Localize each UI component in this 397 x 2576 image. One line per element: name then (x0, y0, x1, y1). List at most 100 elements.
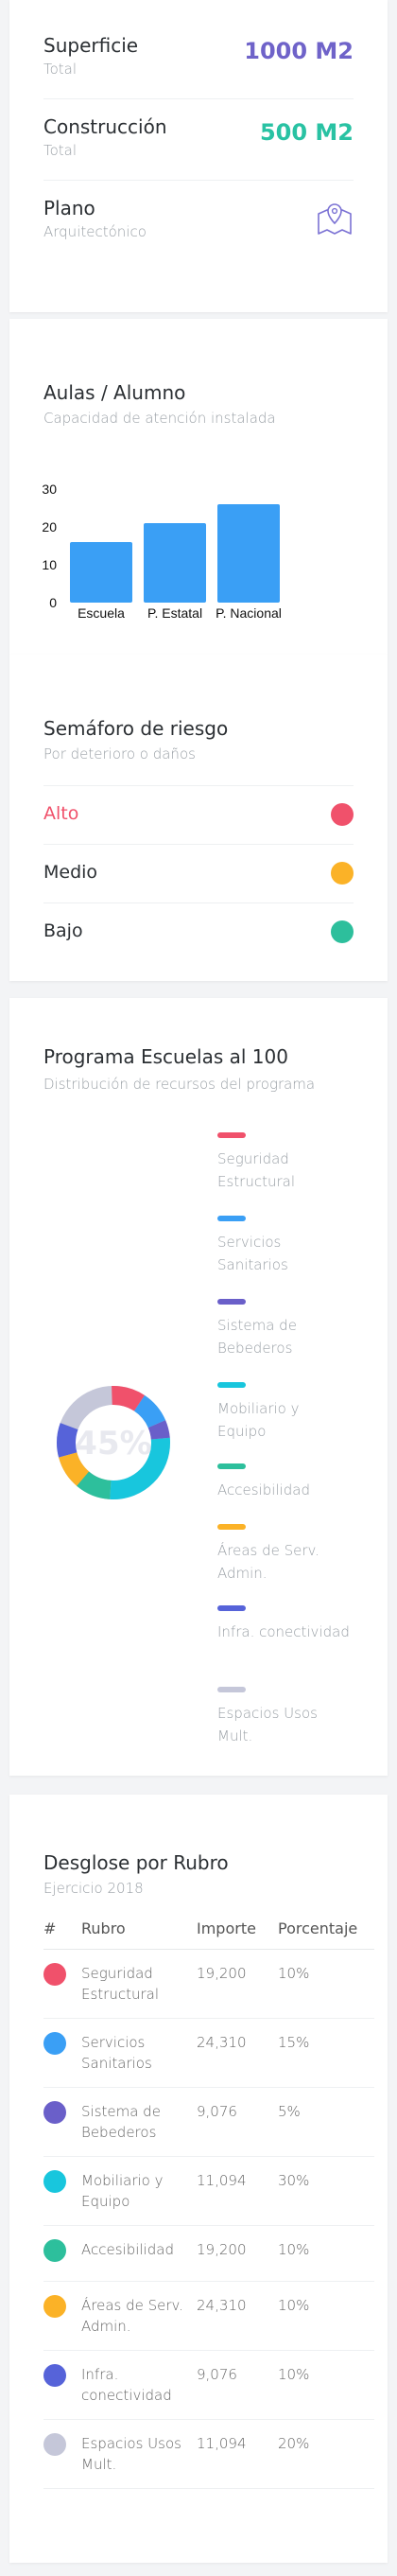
row-pct: 10% (278, 1949, 374, 2019)
row-rubro: Infra. conectividad (81, 2350, 197, 2420)
legend-item: Sistema de Bebederos (217, 1299, 350, 1359)
x-tick-label: Escuela (78, 605, 125, 621)
legend-item: Servicios Sanitarios (217, 1216, 350, 1276)
row-rubro: Sistema de Bebederos (81, 2087, 197, 2157)
construccion-sub: Total (43, 142, 78, 159)
row-importe: 19,200 (197, 1949, 278, 2019)
legend-label: Servicios Sanitarios (217, 1234, 288, 1273)
desglose-subtitle: Ejercicio 2018 (43, 1880, 144, 1897)
legend-label: Infra. conectividad (217, 1623, 350, 1640)
semaforo-subtitle: Por deterioro o daños (43, 745, 196, 762)
desglose-table: # Rubro Importe Porcentaje Seguridad Est… (43, 1908, 374, 2489)
donut-slice-seguridad (57, 1386, 170, 1499)
header-porcentaje: Porcentaje (278, 1908, 374, 1950)
plano-sub: Arquitectónico (43, 223, 147, 240)
table-row: Mobiliario y Equipo 11,094 30% (43, 2156, 374, 2226)
desglose-title: Desglose por Rubro (43, 1851, 229, 1874)
row-pct: 10% (278, 2350, 374, 2420)
risk-dot-alto (331, 803, 354, 826)
row-color-dot (43, 2364, 66, 2387)
construccion-row: Construcción Total 500 M2 (43, 98, 354, 181)
table-header-row: # Rubro Importe Porcentaje (43, 1908, 374, 1950)
programa-subtitle: Distribución de recursos del programa (43, 1076, 316, 1093)
header-rubro: Rubro (81, 1908, 197, 1950)
donut-center-text: 45% (75, 1425, 151, 1463)
legend-item: Áreas de Serv. Admin. (217, 1524, 350, 1585)
row-importe: 9,076 (197, 2087, 278, 2157)
row-color-dot (43, 2101, 66, 2124)
row-color-dot (43, 2433, 66, 2456)
legend-label: Áreas de Serv. Admin. (217, 1542, 320, 1582)
table-row: Accesibilidad 19,200 10% (43, 2225, 374, 2282)
legend-item: Infra. conectividad (217, 1605, 350, 1643)
row-rubro: Áreas de Serv. Admin. (81, 2281, 197, 2351)
programa-card: Programa Escuelas al 100 Distribución de… (9, 998, 388, 1776)
aulas-title: Aulas / Alumno (43, 381, 186, 404)
superficie-row: Superficie Total 1000 M2 (43, 17, 354, 99)
row-rubro: Espacios Usos Mult. (81, 2419, 197, 2489)
row-importe: 9,076 (197, 2350, 278, 2420)
row-rubro: Mobiliario y Equipo (81, 2156, 197, 2226)
risk-row-bajo: Bajo (43, 902, 354, 960)
y-tick-label: 20 (42, 519, 57, 534)
semaforo-title: Semáforo de riesgo (43, 717, 229, 740)
legend-swatch (217, 1463, 246, 1469)
legend-label: Espacios Usos Mult. (217, 1705, 318, 1744)
row-rubro: Seguridad Estructural (81, 1949, 197, 2019)
table-row: Servicios Sanitarios 24,310 15% (43, 2018, 374, 2088)
legend-swatch (217, 1605, 246, 1611)
table-row: Seguridad Estructural 19,200 10% (43, 1949, 374, 2019)
risk-label-medio: Medio (43, 862, 98, 883)
table-row: Áreas de Serv. Admin. 24,310 10% (43, 2281, 374, 2351)
y-tick-label: 0 (49, 595, 57, 610)
legend-label: Accesibilidad (217, 1481, 310, 1498)
row-pct: 30% (278, 2156, 374, 2226)
table-row: Sistema de Bebederos 9,076 5% (43, 2087, 374, 2157)
risk-row-medio: Medio (43, 844, 354, 902)
table-row: Espacios Usos Mult. 11,094 20% (43, 2419, 374, 2489)
x-tick-label: P. Nacional (216, 605, 282, 621)
aulas-bar-chart: 0 10 20 30 Escuela P. Estatal P. Nacional (42, 482, 346, 640)
row-color-dot (43, 2170, 66, 2193)
legend-label: Sistema de Bebederos (217, 1317, 297, 1357)
map-location-icon[interactable] (316, 201, 354, 240)
legend-label: Mobiliario y Equipo (217, 1400, 300, 1440)
risk-label-bajo: Bajo (43, 920, 83, 941)
donut-slice-infra (57, 1386, 170, 1499)
programa-title: Programa Escuelas al 100 (43, 1045, 288, 1068)
row-color-dot (43, 2239, 66, 2262)
row-pct: 20% (278, 2419, 374, 2489)
donut-slice-mobiliario (57, 1386, 170, 1499)
legend-item: Mobiliario y Equipo (217, 1382, 350, 1443)
aulas-subtitle: Capacidad de atención instalada (43, 410, 276, 427)
legend-swatch (217, 1132, 246, 1138)
legend-swatch (217, 1382, 246, 1388)
legend-swatch (217, 1299, 246, 1305)
row-pct: 10% (278, 2225, 374, 2282)
plano-row[interactable]: Plano Arquitectónico (43, 180, 354, 261)
x-tick-label: P. Estatal (147, 605, 202, 621)
legend-swatch (217, 1687, 246, 1692)
row-importe: 24,310 (197, 2281, 278, 2351)
semaforo-card: Semáforo de riesgo Por deterioro o daños… (9, 655, 388, 981)
superficie-sub: Total (43, 61, 78, 78)
bar-p-nacional[interactable] (217, 504, 280, 603)
risk-dot-bajo (331, 920, 354, 943)
legend-swatch (217, 1216, 246, 1221)
row-color-dot (43, 1963, 66, 1986)
plano-label: Plano (43, 197, 95, 219)
superficie-value: 1000 M2 (244, 38, 354, 64)
risk-row-alto: Alto (43, 785, 354, 843)
row-rubro: Accesibilidad (81, 2225, 197, 2282)
y-tick-label: 10 (42, 557, 57, 572)
legend-item: Espacios Usos Mult. (217, 1687, 350, 1747)
bar-escuela[interactable] (70, 542, 132, 603)
bar-p-estatal[interactable] (144, 523, 206, 603)
superficie-label: Superficie (43, 34, 139, 57)
row-importe: 11,094 (197, 2419, 278, 2489)
construccion-label: Construcción (43, 115, 167, 138)
bar-chart-svg: 0 10 20 30 Escuela P. Estatal P. Nacional (42, 482, 282, 621)
header-importe: Importe (197, 1908, 278, 1950)
header-hash: # (43, 1908, 81, 1950)
row-color-dot (43, 2032, 66, 2055)
